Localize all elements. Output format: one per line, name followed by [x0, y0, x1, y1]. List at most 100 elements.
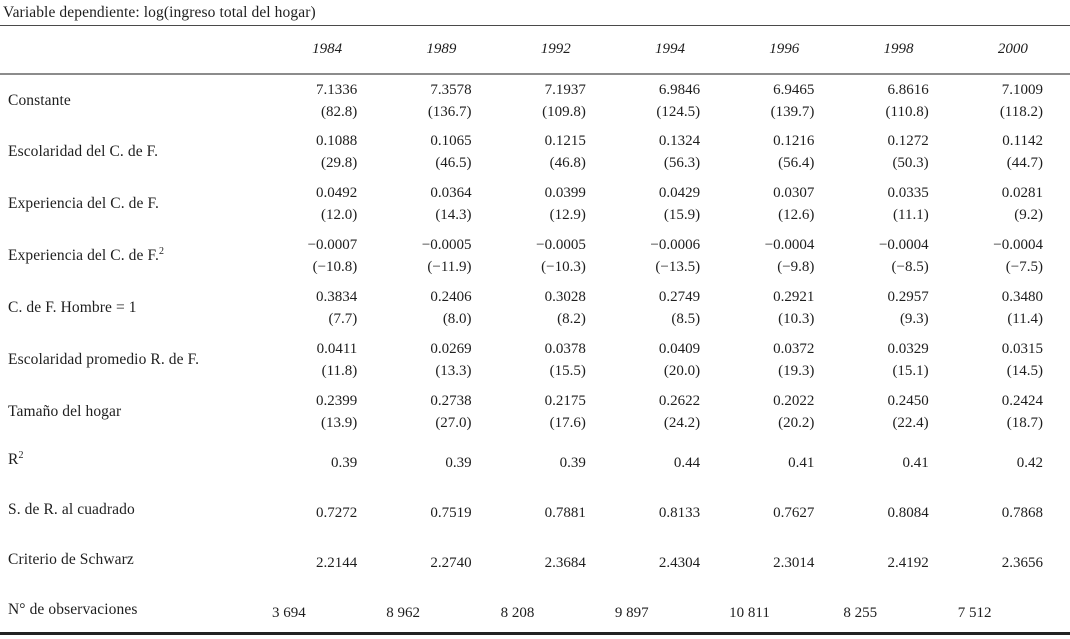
- table-cell: 6.9846 (124.5): [613, 74, 727, 126]
- coefficient-value: 0.1215: [544, 133, 586, 149]
- t-statistic: (19.3): [778, 363, 815, 379]
- t-statistic: (9.2): [1014, 207, 1043, 223]
- coefficient-value: 0.2424: [1001, 393, 1043, 409]
- coefficient-value: 2.3684: [544, 555, 586, 571]
- t-statistic: (12.9): [549, 207, 586, 223]
- coefficient-value: 0.1216: [773, 133, 815, 149]
- coefficient-value: 0.0372: [773, 341, 815, 357]
- table-cell: 0.41: [841, 438, 955, 488]
- t-statistic: (20.2): [778, 415, 815, 431]
- row-label: R2: [0, 438, 270, 488]
- table-cell: 2.3014: [727, 538, 841, 588]
- coefficient-value: 0.39: [331, 455, 358, 471]
- table-cell: 0.2749 (8.5): [613, 282, 727, 334]
- t-statistic: (12.0): [321, 207, 358, 223]
- table-cell: 0.0409 (20.0): [613, 334, 727, 386]
- table-cell: 0.0399 (12.9): [499, 178, 613, 230]
- table-cell: 7.3578 (136.7): [384, 74, 498, 126]
- t-statistic: (8.2): [557, 311, 586, 327]
- row-label: Tamaño del hogar: [0, 386, 270, 438]
- row-label: S. de R. al cuadrado: [0, 488, 270, 538]
- coefficient-value: 0.7519: [430, 505, 472, 521]
- table-cell: 2.4192: [841, 538, 955, 588]
- coefficient-value: 0.2921: [773, 289, 815, 305]
- table-cell: 0.2921 (10.3): [727, 282, 841, 334]
- table-cell: 0.7881: [499, 488, 613, 538]
- table-cell: 0.3834 (7.7): [270, 282, 384, 334]
- table-header: 1984 1989 1992 1994 1996 1998 2000: [0, 26, 1070, 75]
- coefficient-value: 0.0492: [316, 185, 358, 201]
- coefficient-value: 7.3578: [430, 81, 472, 98]
- coefficient-value: 9 897: [614, 605, 649, 621]
- row-label-text: Experiencia del C. de F.: [8, 195, 159, 212]
- table-cell: 0.1324 (56.3): [613, 126, 727, 178]
- column-header-year: 1989: [384, 26, 499, 75]
- coefficient-value: 0.1088: [316, 133, 358, 149]
- t-statistic: (10.3): [778, 311, 815, 327]
- coefficient-value: 0.41: [902, 455, 929, 471]
- table-cell: 7.1336 (82.8): [270, 74, 384, 126]
- t-statistic: (−10.8): [312, 259, 358, 275]
- coefficient-value: 0.0329: [887, 341, 929, 357]
- row-label-superscript: 2: [18, 449, 24, 461]
- coefficient-value: 7.1937: [544, 81, 586, 98]
- t-statistic: (20.0): [663, 363, 701, 379]
- table-cell: 0.0411 (11.8): [270, 334, 384, 386]
- row-label: Experiencia del C. de F.: [0, 178, 270, 230]
- row-label: Constante: [0, 74, 270, 126]
- t-statistic: (9.3): [899, 311, 929, 327]
- row-label-text: R: [8, 451, 19, 468]
- t-statistic: (22.4): [892, 415, 929, 431]
- t-statistic: (24.2): [663, 415, 701, 431]
- t-statistic: (−8.5): [891, 259, 929, 275]
- table-cell: 0.2406 (8.0): [384, 282, 498, 334]
- row-label-text: Constante: [8, 91, 71, 109]
- table-cell: 0.39: [270, 438, 384, 488]
- table-cell: 0.2022 (20.2): [727, 386, 841, 438]
- table-cell: 2.3656: [956, 538, 1070, 588]
- t-statistic: (8.5): [671, 311, 701, 327]
- coefficient-value: 0.7881: [544, 505, 586, 521]
- table-cell: 2.2144: [270, 538, 384, 588]
- coefficient-value: 0.2957: [887, 289, 929, 305]
- t-statistic: (46.5): [435, 155, 472, 171]
- table-row: Criterio de Schwarz 2.2144 2.2740 2.3684…: [0, 538, 1070, 588]
- coefficient-value: 2.4304: [658, 555, 701, 571]
- regression-table: 1984 1989 1992 1994 1996 1998 2000 Const…: [0, 26, 1070, 635]
- coefficient-value: 0.39: [559, 455, 586, 471]
- t-statistic: (27.0): [435, 415, 472, 431]
- coefficient-value: 0.2738: [430, 393, 472, 409]
- table-cell: 0.8084: [841, 488, 955, 538]
- table-cell: 0.0335 (11.1): [841, 178, 955, 230]
- table-cell: 0.7868: [956, 488, 1070, 538]
- t-statistic: (109.8): [542, 103, 586, 120]
- t-statistic: (56.3): [663, 155, 701, 171]
- table-cell: −0.0007 (−10.8): [270, 230, 384, 282]
- table-cell: 0.3028 (8.2): [499, 282, 613, 334]
- coefficient-value: 0.1324: [658, 133, 701, 149]
- coefficient-value: 0.1065: [430, 133, 472, 149]
- table-cell: 0.41: [727, 438, 841, 488]
- coefficient-value: 0.8133: [658, 505, 701, 521]
- t-statistic: (82.8): [321, 103, 358, 120]
- table-cell: 0.0378 (15.5): [499, 334, 613, 386]
- t-statistic: (56.4): [778, 155, 815, 171]
- column-header-year: 1998: [841, 26, 956, 75]
- table-cell: 0.0492 (12.0): [270, 178, 384, 230]
- column-header-year: 1984: [270, 26, 385, 75]
- table-cell: 0.8133: [613, 488, 727, 538]
- coefficient-value: −0.0004: [993, 237, 1043, 253]
- table-cell: 2.4304: [613, 538, 727, 588]
- coefficient-value: 0.44: [673, 455, 701, 471]
- column-header-year: 1994: [612, 26, 728, 75]
- table-cell: 8 208: [498, 588, 613, 635]
- row-label: C. de F. Hombre = 1: [0, 282, 270, 334]
- coefficient-value: 2.3656: [1001, 555, 1043, 571]
- table-cell: −0.0005 (−11.9): [384, 230, 498, 282]
- coefficient-value: 0.2399: [316, 393, 358, 409]
- table-cell: 0.0315 (14.5): [956, 334, 1070, 386]
- coefficient-value: −0.0006: [650, 237, 701, 253]
- t-statistic: (12.6): [778, 207, 815, 223]
- row-label-text: C. de F. Hombre = 1: [8, 299, 137, 316]
- table-cell: 0.2957 (9.3): [841, 282, 955, 334]
